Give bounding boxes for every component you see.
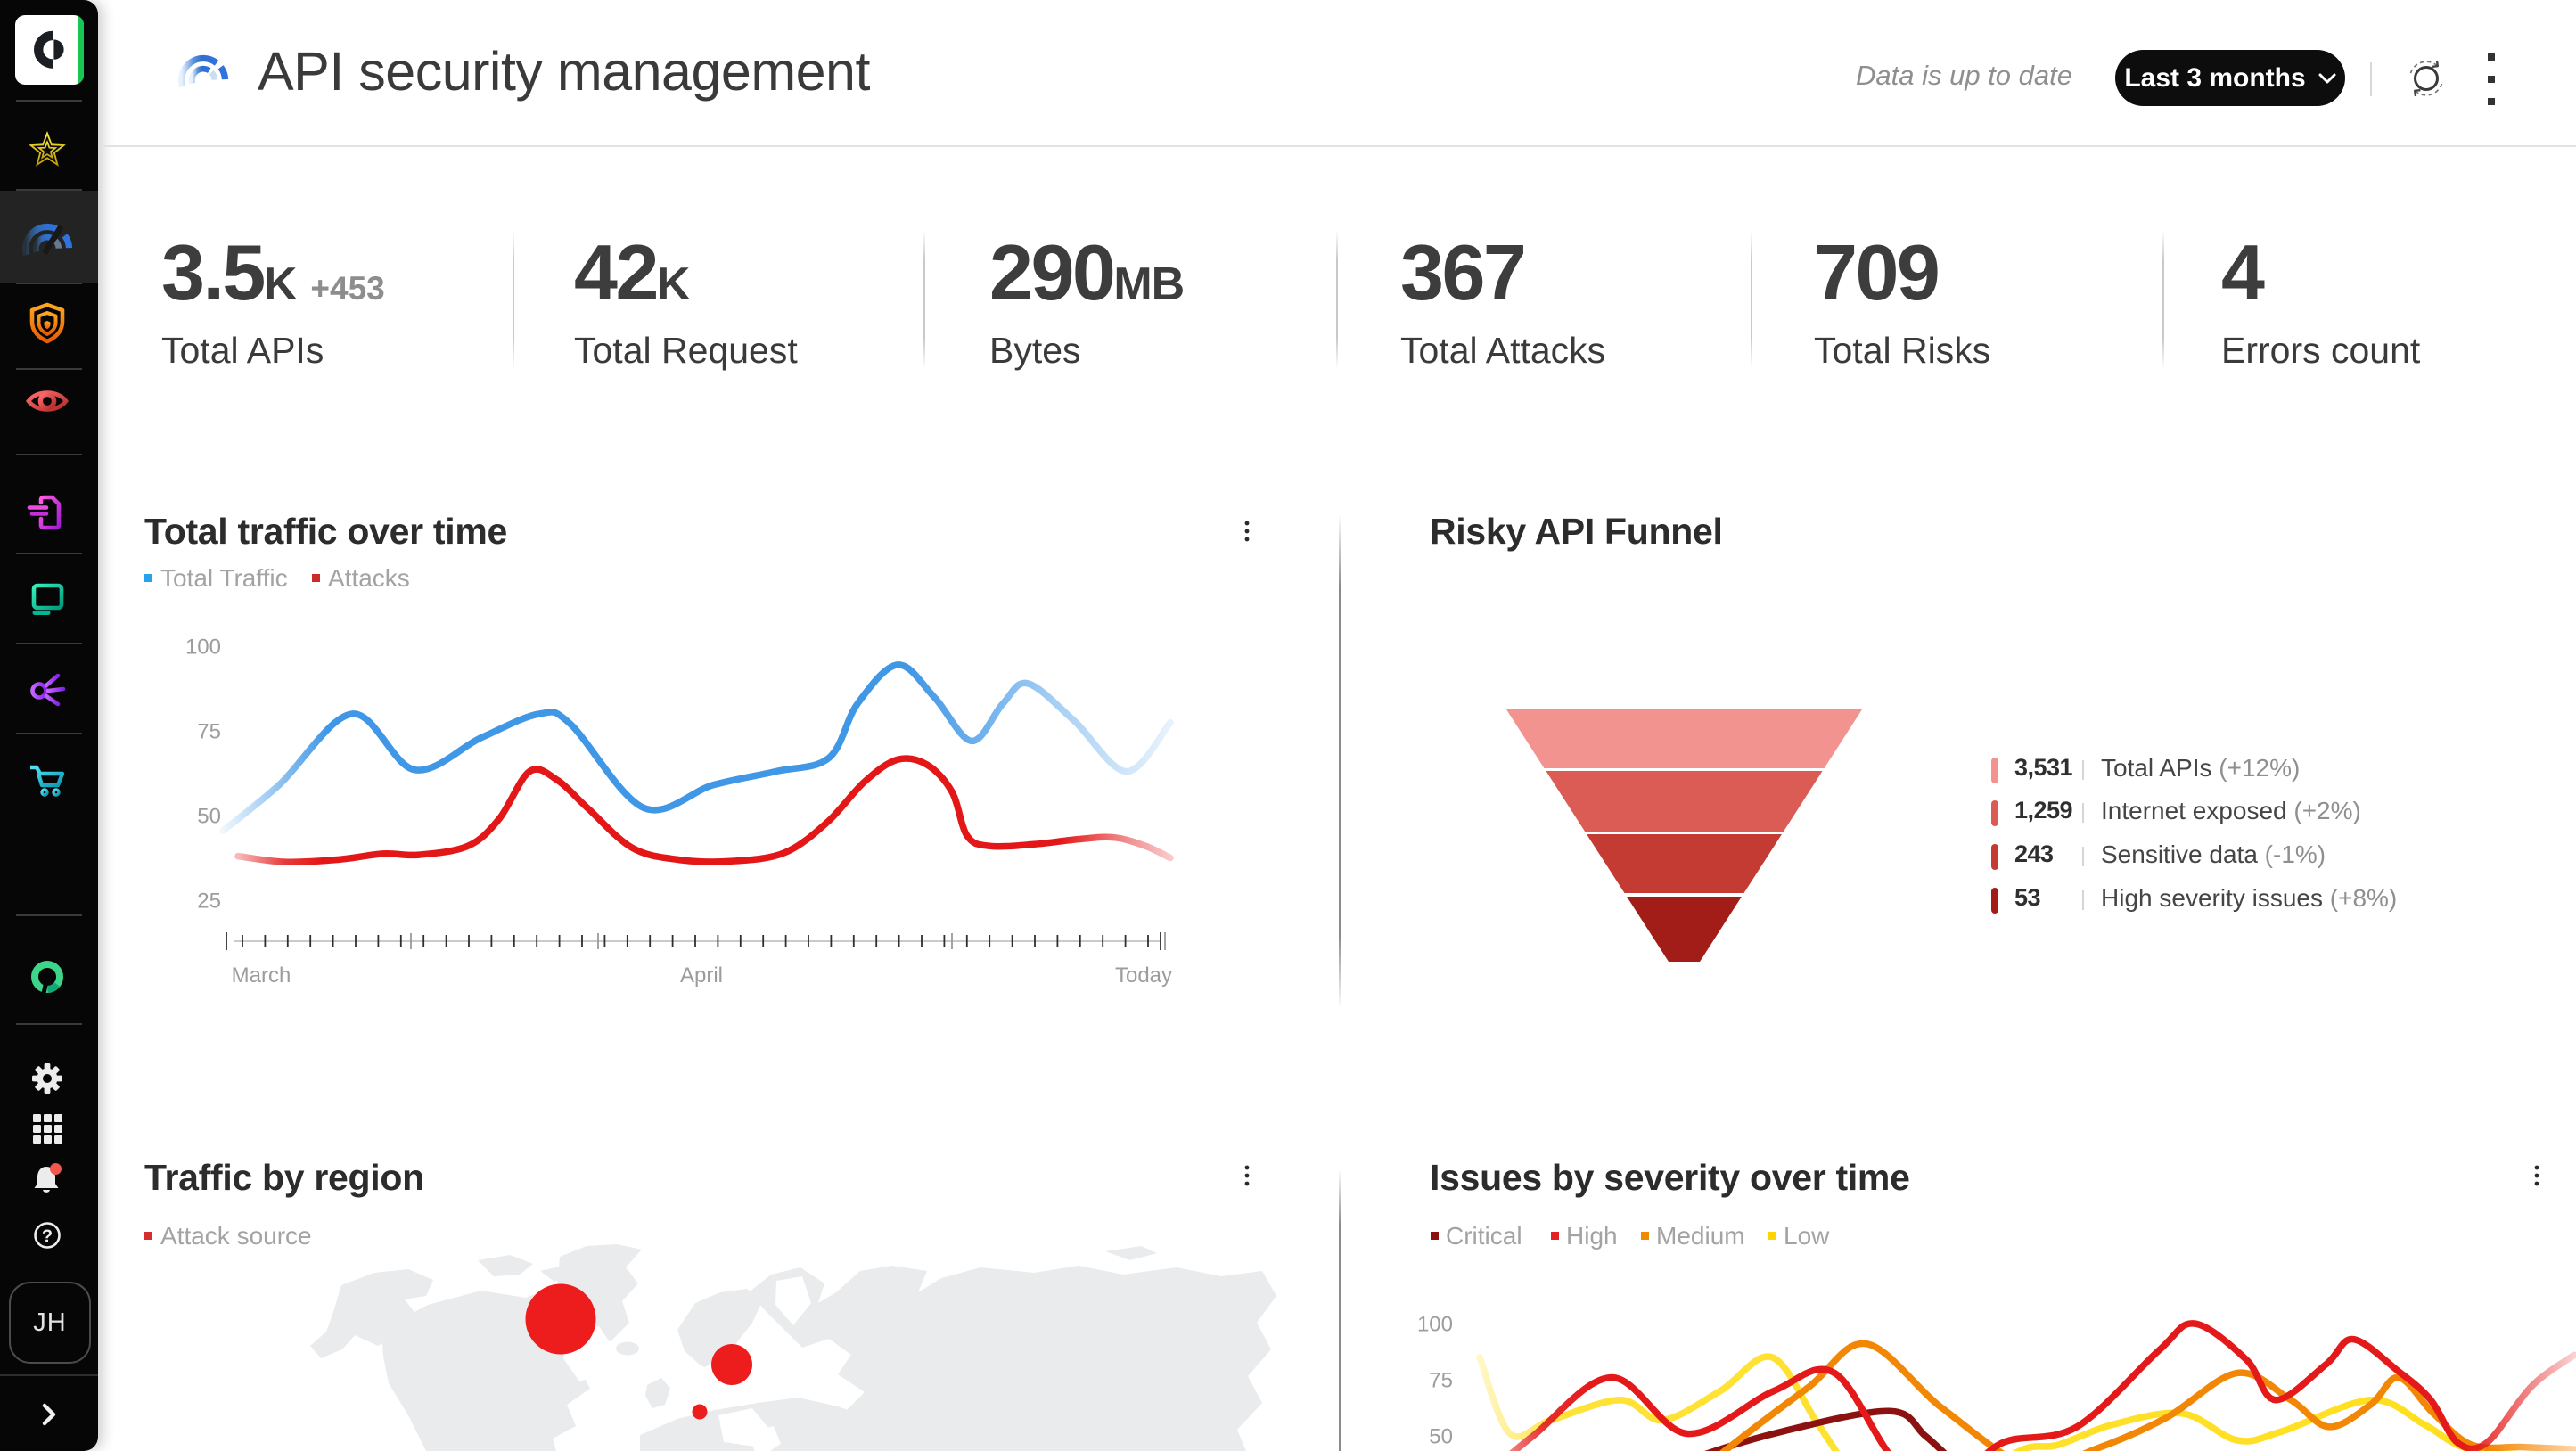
svg-text:?: ?: [42, 1227, 53, 1247]
svg-text:75: 75: [197, 720, 221, 744]
svg-text:50: 50: [197, 805, 221, 829]
svg-text:100: 100: [1417, 1313, 1453, 1337]
svg-text:50: 50: [1429, 1425, 1453, 1449]
svg-text:April: April: [680, 963, 723, 988]
svg-text:75: 75: [1429, 1369, 1453, 1393]
svg-text:Today: Today: [1115, 963, 1172, 988]
svg-text:March: March: [232, 963, 291, 988]
svg-text:100: 100: [185, 635, 221, 660]
svg-text:25: 25: [197, 889, 221, 914]
